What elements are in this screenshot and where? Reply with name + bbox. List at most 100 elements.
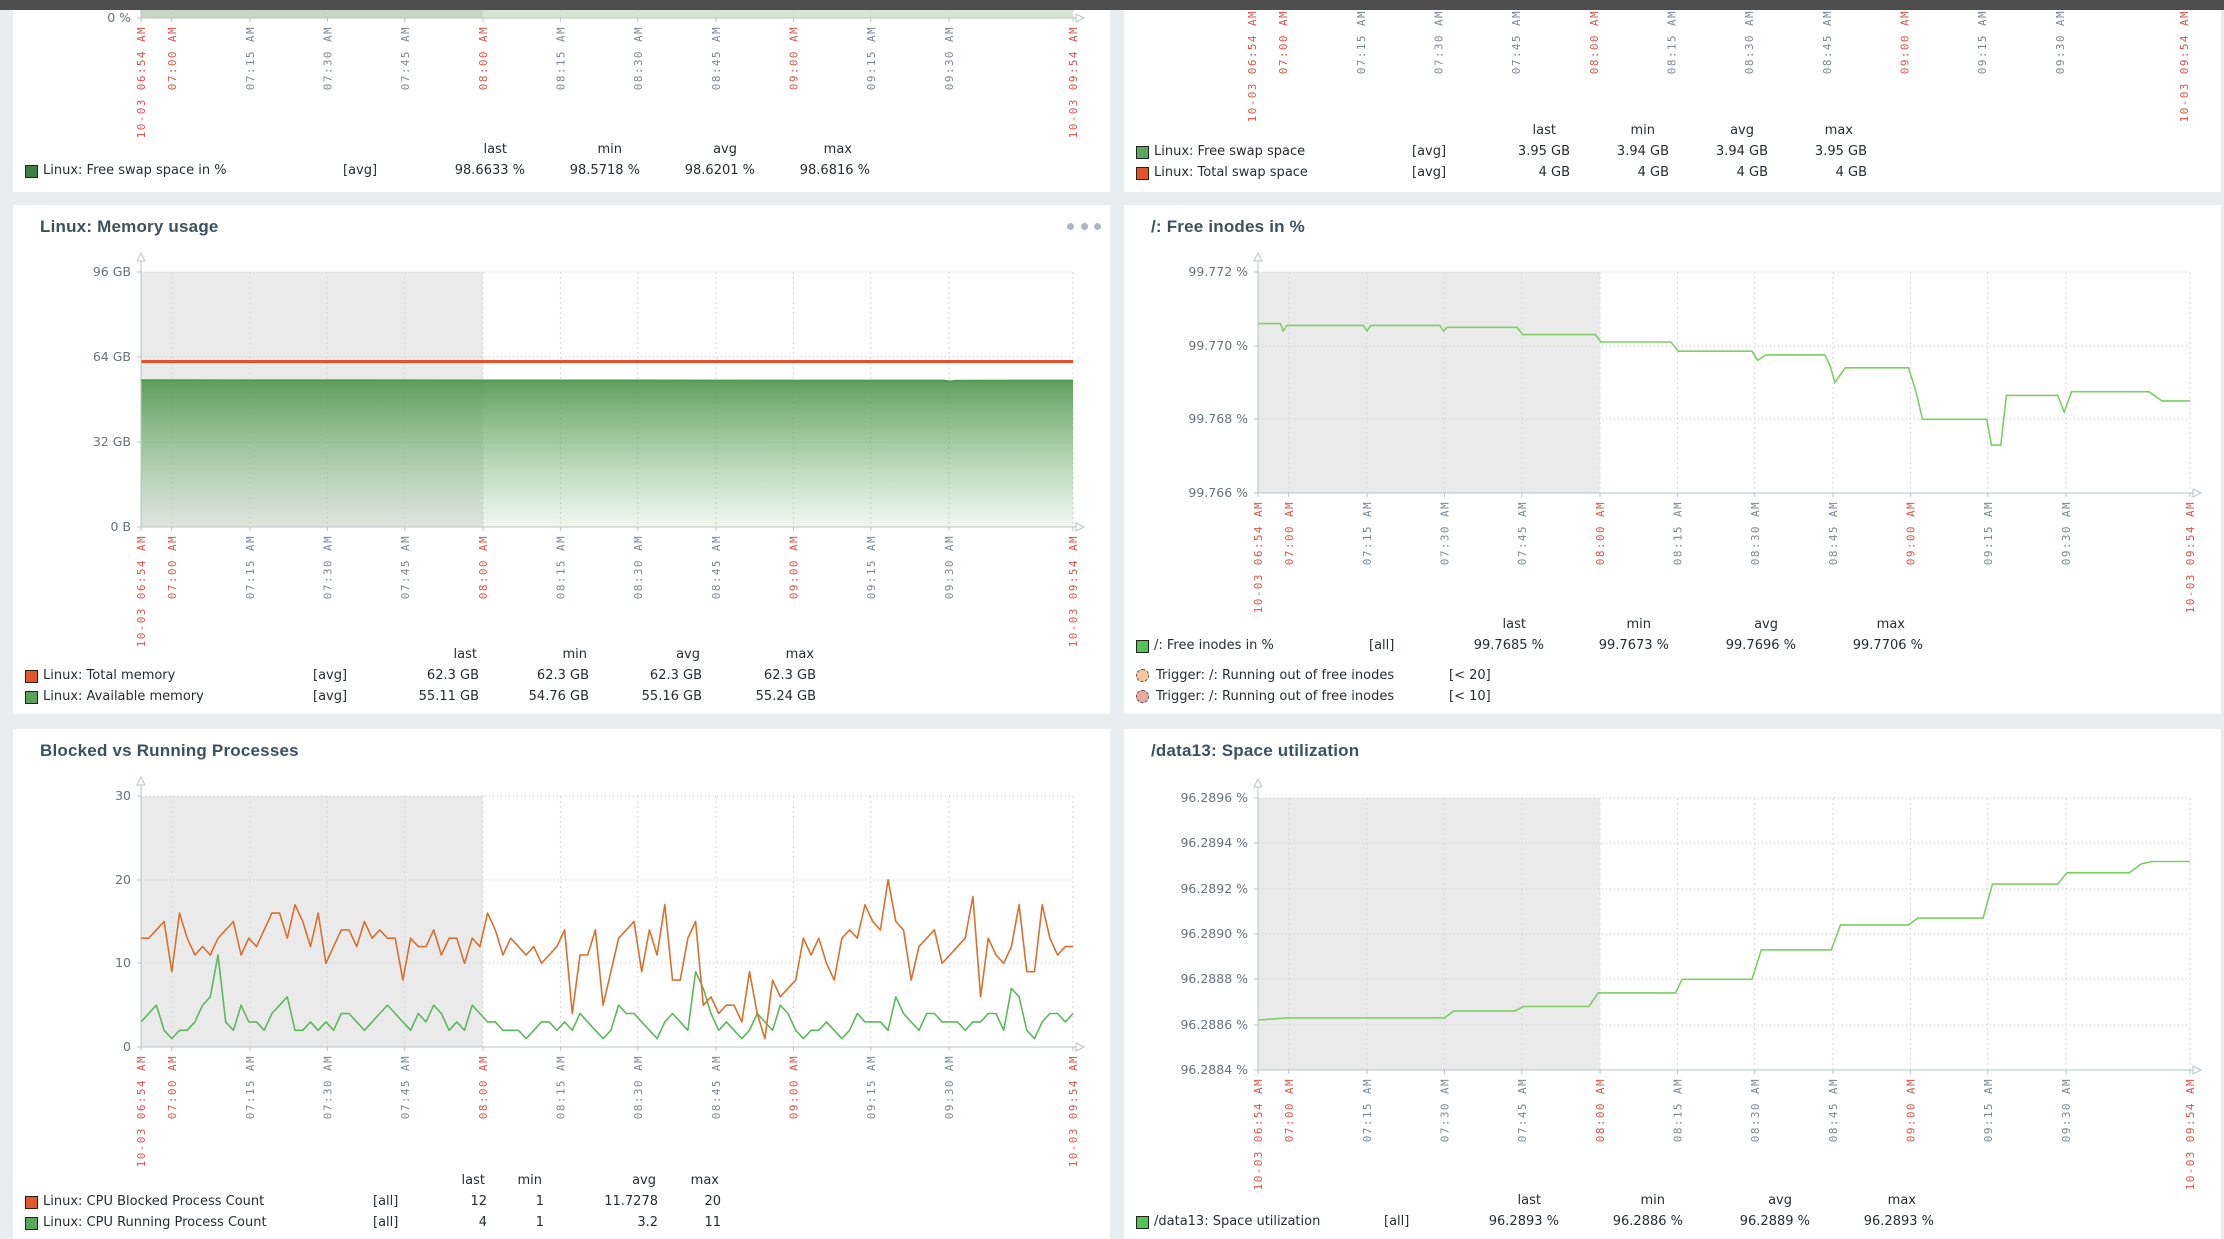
legend-header-avg: avg — [676, 647, 700, 662]
chart-canvas[interactable]: 0 % 10-03 06:54 AM 07:00 AM 07:15 AM 07:30 A… — [13, 10, 1110, 192]
x-tick-label: 09:00 AM — [787, 1055, 800, 1119]
legend-header-max: max — [785, 647, 814, 662]
series-stat-value: 11 — [704, 1215, 721, 1230]
legend-header-min: min — [597, 142, 622, 157]
series-label: Linux: CPU Blocked Process Count — [43, 1194, 265, 1209]
chart-processes[interactable]: 0 10 20 30 10-03 06:54 AM 07:00 AM 07:15 AM 07:… — [13, 729, 1110, 1239]
chart-canvas[interactable]: 0 B 32 GB 64 GB 96 GB 10-03 06:54 AM 07:00 AM… — [13, 205, 1110, 714]
legend-swatch-cell — [25, 666, 43, 686]
x-tick-label: 08:15 AM — [554, 1055, 567, 1119]
x-tick-label: 07:15 AM — [244, 26, 257, 90]
series-stat-value: 4 — [478, 1215, 487, 1230]
y-tick-label: 96.2890 % — [1180, 926, 1248, 941]
trigger-row: Trigger: /: Running out of free inodes [<… — [1136, 686, 1491, 707]
chart-canvas[interactable]: 99.766 % 99.768 % 99.770 % 99.772 % 10-03 06… — [1124, 205, 2221, 714]
x-tick-label: 09:15 AM — [865, 26, 878, 90]
menu-dot-icon — [1094, 222, 1101, 230]
widget-menu-button[interactable] — [1067, 219, 1101, 233]
chart-free-swap[interactable]: 10-03 06:54 AM 07:00 AM 07:15 AM 07:30 AM 07… — [1124, 10, 2221, 192]
space-line — [1257, 860, 2190, 1021]
legend-header-max: max — [690, 1173, 719, 1188]
legend-table: last min avg max Linux: Total memory [avg] 62.… — [25, 645, 816, 707]
x-tick-label: 10-03 09:54 AM — [1067, 26, 1080, 138]
trigger-severity-icon — [1136, 690, 1149, 703]
x-tick-label: 07:30 AM — [1438, 501, 1451, 565]
series-agg-function: [all] — [373, 1194, 399, 1209]
panel-title: Blocked vs Running Processes — [40, 741, 299, 760]
chart-space-utilization[interactable]: 96.2884 % 96.2886 % 96.2888 % 96.2890 % 96.2… — [1124, 729, 2221, 1239]
x-tick-label: 07:45 AM — [399, 535, 412, 599]
series-color-swatch — [25, 669, 38, 683]
x-tick-label: 09:30 AM — [943, 535, 956, 599]
y-axis-arrow-icon — [1253, 777, 1263, 788]
legend-header-max: max — [1887, 1193, 1916, 1208]
x-tick-label: 09:15 AM — [1976, 10, 1989, 74]
x-tick-label: 09:00 AM — [787, 26, 800, 90]
series-agg-function: [all] — [373, 1215, 399, 1230]
x-tick-label: 09:30 AM — [2060, 1078, 2073, 1142]
x-tick-label: 07:00 AM — [1283, 501, 1296, 565]
legend-header-min: min — [1640, 1193, 1665, 1208]
menu-dot-icon — [1067, 222, 1074, 230]
x-tick-label: 08:15 AM — [554, 535, 567, 599]
x-tick-label: 08:45 AM — [1827, 501, 1840, 565]
x-tick-label: 08:45 AM — [1827, 1078, 1840, 1142]
x-axis-arrow-icon — [2192, 1065, 2203, 1075]
x-tick-label: 09:30 AM — [2060, 501, 2073, 565]
x-tick-label: 09:00 AM — [1904, 501, 1917, 565]
x-tick-label: 08:30 AM — [632, 535, 645, 599]
legend-spacer — [373, 1171, 425, 1191]
x-tick-label: 08:15 AM — [554, 26, 567, 90]
x-tick-label: 07:00 AM — [166, 535, 179, 599]
series-stat-value: 3.2 — [637, 1215, 658, 1230]
chart-canvas[interactable]: 96.2884 % 96.2886 % 96.2888 % 96.2890 % 96.2… — [1124, 729, 2221, 1239]
x-tick-label: 08:00 AM — [1594, 1078, 1607, 1142]
x-tick-label: 07:15 AM — [244, 535, 257, 599]
series-stat-value: 98.5718 % — [569, 163, 640, 178]
series-stat-value: 99.7673 % — [1598, 638, 1669, 653]
legend-header-min: min — [1630, 123, 1655, 138]
legend-header-avg: avg — [632, 1173, 656, 1188]
series-stat-value: 98.6201 % — [684, 163, 755, 178]
top-dark-bar — [0, 0, 2224, 10]
chart-free-inodes[interactable]: 99.766 % 99.768 % 99.770 % 99.772 % 10-03 06… — [1124, 205, 2221, 714]
series-color-swatch — [25, 1195, 38, 1209]
legend-spacer — [313, 645, 369, 665]
chart-free-swap-pct[interactable]: 0 % 10-03 06:54 AM 07:00 AM 07:15 AM 07:30 A… — [13, 10, 1110, 192]
x-tick-label: 08:00 AM — [477, 1055, 490, 1119]
x-tick-label: 09:00 AM — [1904, 1078, 1917, 1142]
series-stat-value: 62.3 GB — [649, 668, 702, 683]
legend-table: last min avg max Linux: Free swap space in %… — [25, 140, 870, 181]
chart-memory-usage[interactable]: 0 B 32 GB 64 GB 96 GB 10-03 06:54 AM 07:00 AM… — [13, 205, 1110, 714]
x-tick-label: 07:15 AM — [244, 1055, 257, 1119]
x-tick-label: 09:30 AM — [943, 26, 956, 90]
x-tick-label: 08:45 AM — [710, 1055, 723, 1119]
series-stat-value: 62.3 GB — [426, 668, 479, 683]
series-stat-value: 1 — [535, 1194, 544, 1209]
x-tick-label: 09:00 AM — [1898, 10, 1911, 74]
x-tick-label: 07:00 AM — [1277, 10, 1290, 74]
x-tick-label: 10-03 09:54 AM — [1067, 535, 1080, 647]
legend-table: last min avg max /: Free inodes in % [all] 99.… — [1136, 615, 1923, 656]
series-color-swatch — [1136, 1215, 1149, 1229]
x-tick-label: 09:30 AM — [943, 1055, 956, 1119]
chart-canvas[interactable]: 10-03 06:54 AM 07:00 AM 07:15 AM 07:30 AM 07… — [1124, 10, 2221, 192]
x-axis-arrow-icon — [2192, 488, 2203, 498]
legend-swatch-cell — [1136, 163, 1154, 183]
x-tick-label: 10-03 06:54 AM — [1246, 10, 1259, 122]
chart-canvas[interactable]: 0 10 20 30 10-03 06:54 AM 07:00 AM 07:15 AM 07:… — [13, 729, 1110, 1239]
y-axis-arrow-icon — [136, 251, 146, 262]
x-tick-label: 07:00 AM — [166, 26, 179, 90]
series-label: Linux: Total memory — [43, 668, 176, 683]
widget-free-swap-space: 10-03 06:54 AM 07:00 AM 07:15 AM 07:30 AM 07… — [1124, 10, 2221, 192]
legend-spacer — [43, 645, 313, 665]
legend-table: last min avg max Linux: Free swap space [avg]… — [1136, 121, 1867, 183]
series-color-swatch — [1136, 166, 1149, 180]
x-tick-label: 08:15 AM — [1671, 501, 1684, 565]
widget-free-swap-space-pct: 0 % 10-03 06:54 AM 07:00 AM 07:15 AM 07:30 A… — [13, 10, 1110, 192]
x-tick-label: 07:45 AM — [399, 1055, 412, 1119]
x-tick-label: 09:15 AM — [1982, 501, 1995, 565]
legend-spacer — [1369, 615, 1419, 635]
legend-spacer — [1154, 1191, 1384, 1211]
legend-table: last min avg max/data13: Space utilization [… — [1136, 1191, 1934, 1232]
